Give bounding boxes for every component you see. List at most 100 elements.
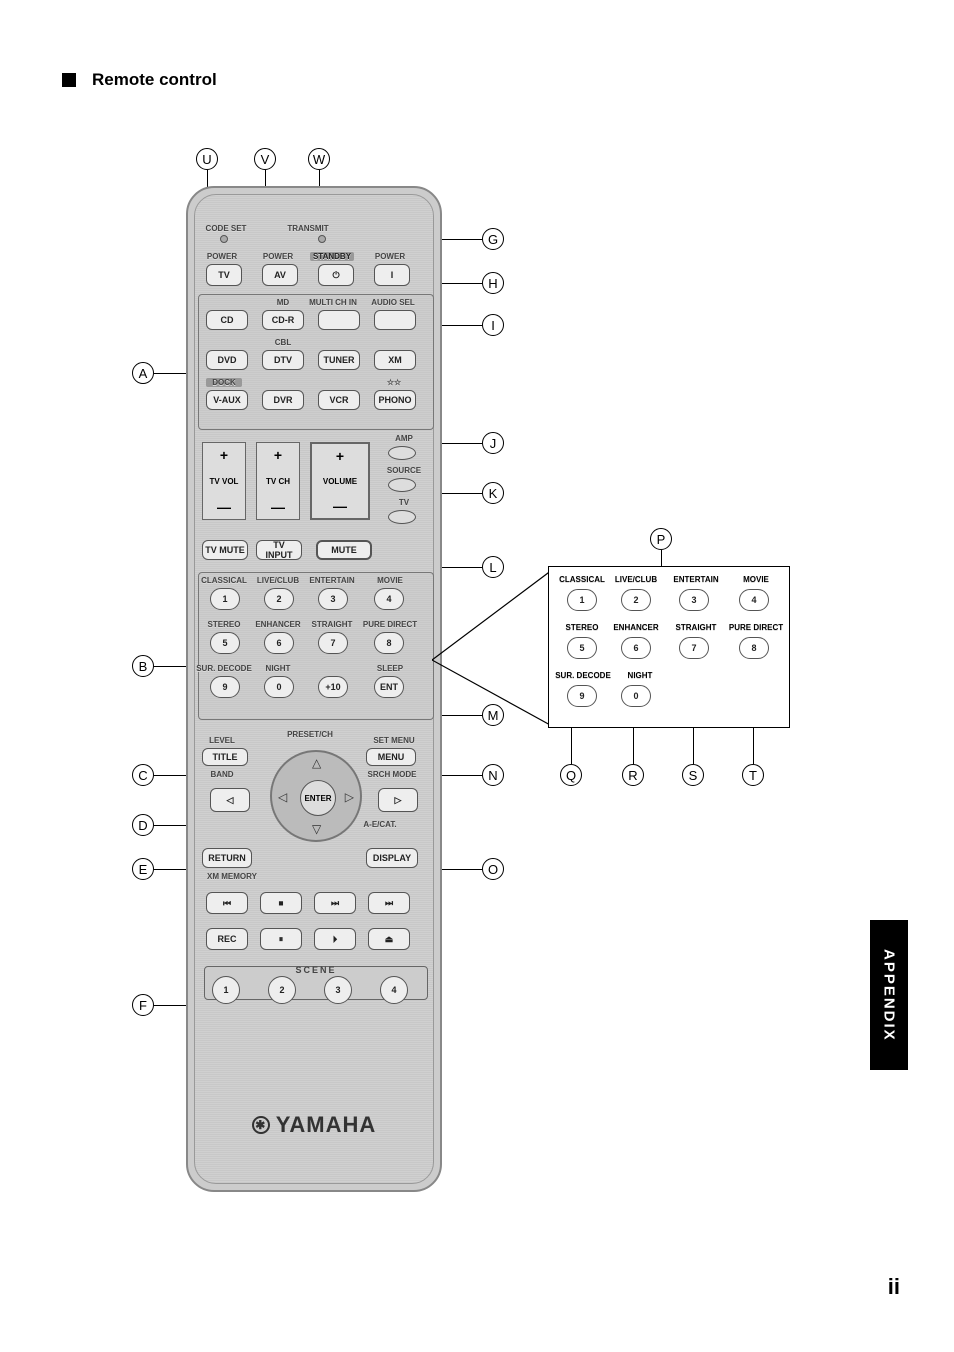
label-stereo: STEREO: [200, 620, 248, 629]
lead-line: [633, 728, 634, 764]
num-5-button[interactable]: 5: [210, 632, 240, 654]
label-preset: PRESET/CH: [280, 730, 340, 739]
amp-button[interactable]: [388, 446, 416, 460]
label-entertain: ENTERTAIN: [308, 576, 356, 585]
inset-num-9-button[interactable]: 9: [567, 685, 597, 707]
inset-num-1-button[interactable]: 1: [567, 589, 597, 611]
tv-ch-rocker[interactable]: +TV CH—: [256, 442, 300, 520]
tv-input-button[interactable]: TV INPUT: [256, 540, 302, 560]
return-button[interactable]: RETURN: [202, 848, 252, 868]
title-button[interactable]: TITLE: [202, 748, 248, 766]
callout-G: G: [482, 228, 504, 250]
num-1-button[interactable]: 1: [210, 588, 240, 610]
scene-1-button[interactable]: 1: [212, 976, 240, 1004]
page-number: ii: [888, 1274, 900, 1300]
label-level: LEVEL: [202, 736, 242, 745]
inset-label-straight: STRAIGHT: [669, 623, 723, 632]
src-xm-button[interactable]: XM: [374, 350, 416, 370]
inset-num-7-button[interactable]: 7: [679, 637, 709, 659]
label-xmmem: XM MEMORY: [202, 872, 262, 881]
mute-button[interactable]: MUTE: [316, 540, 372, 560]
label-code-set: CODE SET: [204, 224, 248, 233]
inset-num-8-button[interactable]: 8: [739, 637, 769, 659]
num-3-button[interactable]: 3: [318, 588, 348, 610]
transport-prev-button[interactable]: ⏮: [206, 892, 248, 914]
tv-mute-button[interactable]: TV MUTE: [202, 540, 248, 560]
scene-title: SCENE: [205, 965, 427, 975]
transport-skip-button[interactable]: ⏭: [368, 892, 410, 914]
callout-J: J: [482, 432, 504, 454]
label-cbl: CBL: [268, 338, 298, 347]
volume-rocker[interactable]: +VOLUME—: [310, 442, 370, 520]
inset-label-movie: MOVIE: [731, 575, 781, 584]
src-multichin-button[interactable]: [318, 310, 360, 330]
label-tv: TV: [384, 498, 424, 507]
scene-4-button[interactable]: 4: [380, 976, 408, 1004]
transport-pause-button[interactable]: ⏸: [260, 928, 302, 950]
section-header: Remote control: [62, 70, 217, 90]
power-tv-button[interactable]: TV: [206, 264, 242, 286]
inset-num-2-button[interactable]: 2: [621, 589, 651, 611]
src-dvd-button[interactable]: DVD: [206, 350, 248, 370]
enter-button[interactable]: ENTER: [300, 780, 336, 816]
power-standby-button[interactable]: ⏻: [318, 264, 354, 286]
scene-3-button[interactable]: 3: [324, 976, 352, 1004]
transport-play-button[interactable]: ⏵: [314, 928, 356, 950]
header-title: Remote control: [92, 70, 217, 90]
code-set-button[interactable]: [220, 235, 228, 243]
nav-right-button[interactable]: ▷: [378, 788, 418, 812]
callout-H: H: [482, 272, 504, 294]
num-0-button[interactable]: 0: [264, 676, 294, 698]
src-tuner-button[interactable]: TUNER: [318, 350, 360, 370]
src-vaux-button[interactable]: V-AUX: [206, 390, 248, 410]
inset-num-6-button[interactable]: 6: [621, 637, 651, 659]
label-audiosel: AUDIO SEL: [366, 298, 420, 307]
inset-num-0-button[interactable]: 0: [621, 685, 651, 707]
callout-B: B: [132, 655, 154, 677]
label-srch: SRCH MODE: [362, 770, 422, 779]
transport-next-button[interactable]: ⏭: [314, 892, 356, 914]
num-ent-button[interactable]: ENT: [374, 676, 404, 698]
num-2-button[interactable]: 2: [264, 588, 294, 610]
transport-eject-button[interactable]: ⏏: [368, 928, 410, 950]
callout-M: M: [482, 704, 504, 726]
nav-up-icon: △: [312, 756, 321, 770]
src-cd-button[interactable]: CD: [206, 310, 248, 330]
power-av-button[interactable]: AV: [262, 264, 298, 286]
callout-O: O: [482, 858, 504, 880]
src-dtv-button[interactable]: DTV: [262, 350, 304, 370]
callout-S: S: [682, 764, 704, 786]
callout-T: T: [742, 764, 764, 786]
lead-line: [571, 728, 572, 764]
num-9-button[interactable]: 9: [210, 676, 240, 698]
inset-num-5-button[interactable]: 5: [567, 637, 597, 659]
source-button[interactable]: [388, 478, 416, 492]
num-7-button[interactable]: 7: [318, 632, 348, 654]
src-cdr-button[interactable]: CD-R: [262, 310, 304, 330]
menu-button[interactable]: MENU: [366, 748, 416, 766]
src-vcr-button[interactable]: VCR: [318, 390, 360, 410]
nav-left-button[interactable]: ◁: [210, 788, 250, 812]
navigation-wheel[interactable]: △ ▽ ◁ ▷ ENTER: [270, 750, 362, 842]
num-6-button[interactable]: 6: [264, 632, 294, 654]
src-phono-button[interactable]: PHONO: [374, 390, 416, 410]
tv-vol-rocker[interactable]: +TV VOL—: [202, 442, 246, 520]
callout-N: N: [482, 764, 504, 786]
label-liveclub: LIVE/CLUB: [254, 576, 302, 585]
label-setmenu: SET MENU: [366, 736, 422, 745]
inset-num-4-button[interactable]: 4: [739, 589, 769, 611]
scene-2-button[interactable]: 2: [268, 976, 296, 1004]
inset-num-3-button[interactable]: 3: [679, 589, 709, 611]
src-dvr-button[interactable]: DVR: [262, 390, 304, 410]
power-on-button[interactable]: I: [374, 264, 410, 286]
num-8-button[interactable]: 8: [374, 632, 404, 654]
transport-stop-button[interactable]: ⏹: [260, 892, 302, 914]
display-button[interactable]: DISPLAY: [366, 848, 418, 868]
num-plus10-button[interactable]: +10: [318, 676, 348, 698]
nav-down-icon: ▽: [312, 822, 321, 836]
src-audiosel-button[interactable]: [374, 310, 416, 330]
brand-logo-icon: [252, 1116, 270, 1134]
num-4-button[interactable]: 4: [374, 588, 404, 610]
tv-mode-button[interactable]: [388, 510, 416, 524]
transport-rec-button[interactable]: REC: [206, 928, 248, 950]
